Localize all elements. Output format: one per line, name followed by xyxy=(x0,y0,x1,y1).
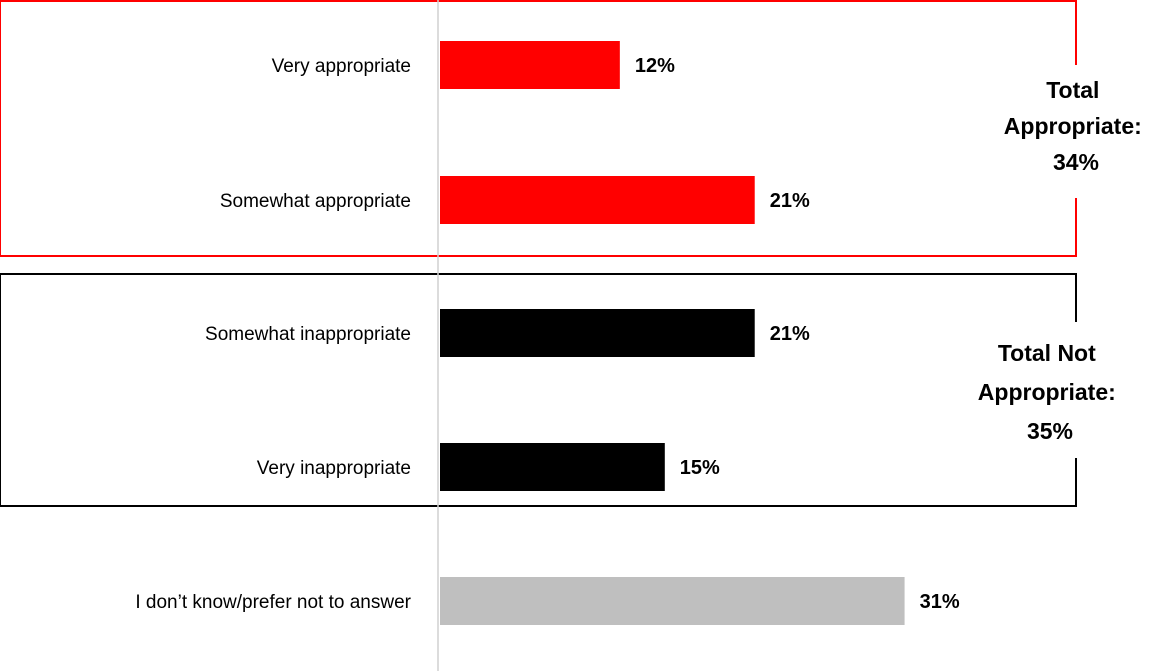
bar xyxy=(440,577,905,625)
bars-layer: Very appropriate 12% Somewhat appropriate 2… xyxy=(135,41,960,625)
bar xyxy=(440,176,755,224)
value-label: 21% xyxy=(770,190,810,212)
bar xyxy=(440,41,620,89)
bar xyxy=(440,309,755,357)
appropriate-total-label: Total Appropriate: 34% xyxy=(1004,77,1148,175)
category-label: Very inappropriate xyxy=(257,458,411,479)
appropriate-total-line-1: Total xyxy=(1046,77,1099,103)
value-label: 31% xyxy=(920,591,960,613)
not-appropriate-total-label: Total Not Appropriate: 35% xyxy=(978,340,1122,444)
value-label: 21% xyxy=(770,323,810,345)
appropriate-total-line-2: Appropriate: xyxy=(1004,113,1142,139)
value-label: 15% xyxy=(680,457,720,479)
not-appropriate-group-frame xyxy=(0,273,1077,507)
category-label: Very appropriate xyxy=(272,56,411,77)
appropriate-group-frame xyxy=(0,0,1077,257)
value-label: 12% xyxy=(635,55,675,77)
not-appropriate-total-line-3: 35% xyxy=(1027,418,1073,444)
bar xyxy=(440,443,665,491)
category-label: Somewhat inappropriate xyxy=(205,324,411,345)
category-label: Somewhat appropriate xyxy=(220,191,411,212)
category-label: I don’t know/prefer not to answer xyxy=(135,592,411,613)
appropriate-total-line-3: 34% xyxy=(1053,149,1099,175)
not-appropriate-total-line-1: Total Not xyxy=(998,340,1096,366)
not-appropriate-total-line-2: Appropriate: xyxy=(978,379,1116,405)
